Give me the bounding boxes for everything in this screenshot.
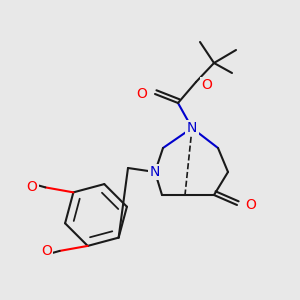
Text: N: N bbox=[187, 121, 197, 135]
Text: O: O bbox=[26, 180, 38, 194]
Text: O: O bbox=[136, 87, 147, 101]
Text: O: O bbox=[41, 244, 52, 258]
Text: O: O bbox=[201, 78, 212, 92]
Text: N: N bbox=[150, 165, 160, 179]
Text: O: O bbox=[245, 198, 256, 212]
